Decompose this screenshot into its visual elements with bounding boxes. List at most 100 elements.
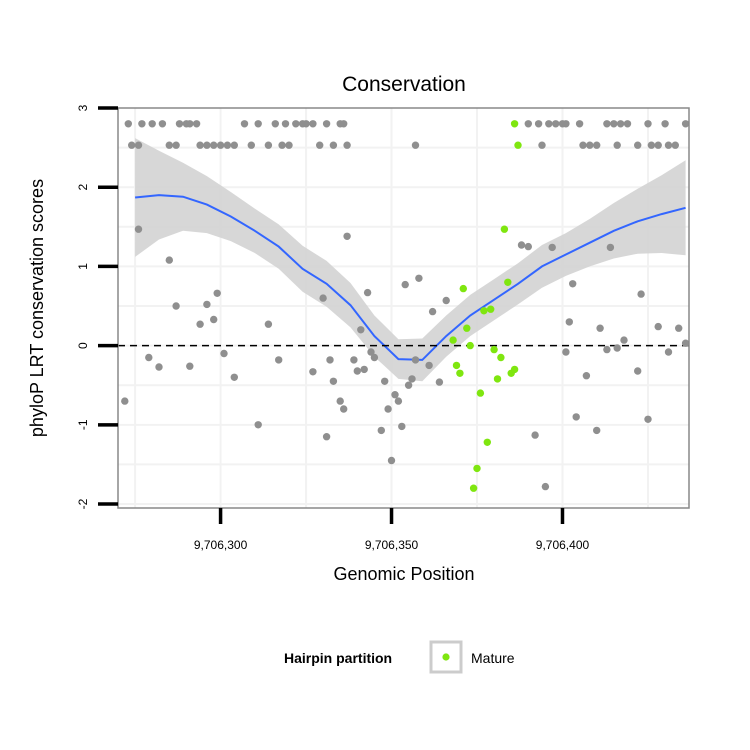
y-tick-label: 2 bbox=[76, 184, 90, 191]
other-point bbox=[593, 141, 601, 149]
other-point bbox=[517, 241, 526, 249]
other-point bbox=[285, 141, 293, 149]
other-point bbox=[387, 456, 396, 465]
other-point bbox=[545, 120, 553, 128]
axes: 9,706,300 9,706,350 9,706,400 -2 -1 0 1 2 3 bbox=[76, 104, 590, 552]
other-point bbox=[620, 336, 628, 344]
other-point bbox=[435, 378, 444, 386]
smooth-line-group bbox=[135, 194, 686, 361]
other-point bbox=[411, 141, 420, 149]
mature-point bbox=[449, 336, 457, 344]
x-tick-label: 9,706,350 bbox=[365, 538, 419, 552]
other-point bbox=[340, 120, 348, 128]
other-point bbox=[210, 141, 218, 149]
other-point bbox=[370, 353, 379, 362]
other-point bbox=[322, 120, 331, 128]
mature-point bbox=[504, 278, 512, 286]
other-point bbox=[408, 375, 416, 383]
x-axis-title: Genomic Position bbox=[333, 564, 474, 584]
other-point bbox=[230, 141, 238, 149]
other-point bbox=[552, 120, 560, 128]
mature-point bbox=[469, 484, 478, 492]
other-point bbox=[644, 120, 652, 128]
other-point bbox=[582, 372, 591, 380]
y-tick-label: -1 bbox=[76, 419, 90, 430]
y-tick-label: 0 bbox=[76, 342, 90, 349]
mature-point bbox=[483, 438, 491, 446]
other-point bbox=[165, 256, 173, 264]
other-point bbox=[134, 225, 143, 233]
other-point bbox=[213, 289, 221, 297]
other-point bbox=[634, 367, 642, 375]
other-point bbox=[586, 141, 594, 149]
other-point bbox=[203, 300, 211, 309]
other-point bbox=[292, 120, 300, 128]
other-point bbox=[538, 141, 546, 149]
other-point bbox=[569, 280, 577, 288]
other-point bbox=[637, 290, 645, 298]
other-point bbox=[675, 324, 683, 332]
other-point bbox=[329, 141, 338, 149]
other-point bbox=[654, 141, 662, 149]
mature-point bbox=[497, 353, 505, 362]
panel-background bbox=[118, 108, 689, 508]
other-point bbox=[579, 141, 587, 149]
other-point bbox=[575, 120, 584, 128]
other-point bbox=[302, 120, 310, 128]
other-point bbox=[603, 120, 611, 128]
legend-key-mature-point bbox=[442, 653, 450, 661]
smooth-line bbox=[135, 194, 686, 361]
y-tick-label: 3 bbox=[76, 104, 90, 111]
other-point bbox=[606, 243, 615, 252]
other-point bbox=[411, 356, 420, 364]
other-point bbox=[541, 482, 550, 491]
other-point bbox=[309, 368, 317, 376]
other-point bbox=[186, 362, 194, 370]
other-point bbox=[391, 391, 399, 399]
mature-point bbox=[473, 464, 481, 473]
other-point bbox=[329, 377, 338, 385]
other-point bbox=[681, 120, 690, 128]
other-point bbox=[562, 120, 570, 128]
other-point bbox=[634, 141, 642, 149]
other-point bbox=[363, 288, 372, 297]
other-point bbox=[596, 324, 604, 332]
other-point bbox=[664, 348, 673, 356]
other-point bbox=[124, 120, 132, 128]
other-point bbox=[247, 141, 255, 149]
other-point bbox=[220, 349, 228, 358]
other-point bbox=[192, 120, 201, 128]
other-point bbox=[593, 426, 601, 435]
other-point bbox=[210, 315, 218, 324]
other-point bbox=[148, 120, 156, 128]
mature-point bbox=[463, 324, 471, 332]
y-tick-label: -2 bbox=[76, 498, 90, 509]
mature-point bbox=[500, 225, 509, 233]
other-point bbox=[165, 141, 173, 149]
mature-point bbox=[514, 141, 522, 149]
mature-point bbox=[452, 361, 461, 370]
other-point bbox=[278, 141, 286, 149]
other-point bbox=[196, 141, 204, 149]
other-point bbox=[367, 348, 375, 356]
other-point bbox=[340, 405, 348, 413]
other-point bbox=[524, 242, 532, 251]
other-point bbox=[616, 120, 625, 128]
other-point bbox=[357, 326, 365, 334]
mature-point bbox=[510, 120, 519, 128]
other-point bbox=[562, 348, 570, 356]
other-point bbox=[394, 397, 403, 405]
other-point bbox=[360, 365, 368, 374]
other-point bbox=[264, 320, 273, 328]
chart-title: Conservation bbox=[342, 73, 466, 96]
other-point bbox=[186, 120, 194, 128]
other-point bbox=[281, 120, 290, 128]
other-point bbox=[548, 243, 556, 252]
y-axis-title: phyloP LRT conservation scores bbox=[27, 179, 47, 437]
other-point bbox=[381, 377, 389, 385]
mature-point bbox=[459, 284, 467, 293]
mature-point bbox=[456, 369, 464, 377]
other-point bbox=[230, 373, 238, 381]
other-point bbox=[531, 431, 539, 439]
